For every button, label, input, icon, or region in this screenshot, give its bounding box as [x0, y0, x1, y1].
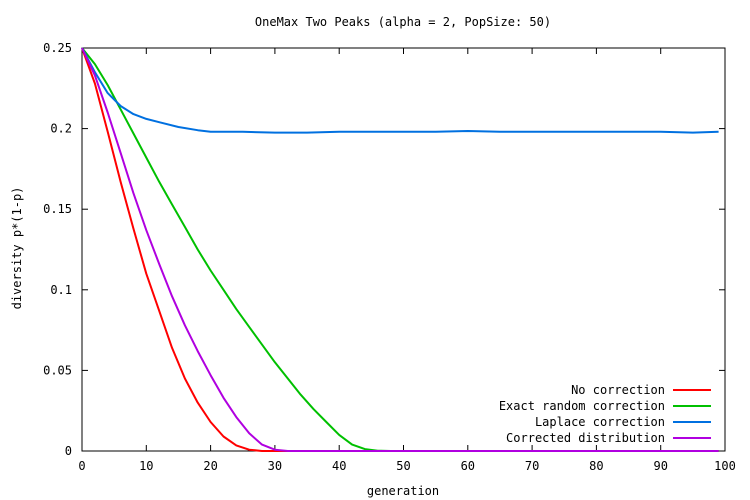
x-tick-label: 0 — [78, 459, 85, 473]
x-tick-label: 20 — [203, 459, 217, 473]
legend-label: Laplace correction — [535, 415, 665, 429]
x-tick-label: 10 — [139, 459, 153, 473]
x-axis-label: generation — [367, 484, 439, 498]
series-line-1 — [81, 47, 719, 452]
x-tick-label: 70 — [525, 459, 539, 473]
legend-label: Corrected distribution — [506, 431, 665, 445]
y-tick-label: 0.25 — [43, 41, 72, 55]
y-tick-label: 0 — [65, 444, 72, 458]
x-tick-label: 100 — [714, 459, 736, 473]
y-tick-label: 0.1 — [50, 283, 72, 297]
legend: No correction Exact random correction Lapl… — [499, 383, 711, 445]
legend-label: No correction — [571, 383, 665, 397]
series-line-0 — [81, 47, 719, 452]
y-axis-label: diversity p*(1-p) — [10, 187, 24, 310]
x-tick-label: 90 — [653, 459, 667, 473]
series-line-2 — [81, 47, 719, 134]
x-tick-label: 40 — [332, 459, 346, 473]
y-tick-label: 0.2 — [50, 122, 72, 136]
x-tick-label: 50 — [396, 459, 410, 473]
y-tick-label: 0.15 — [43, 202, 72, 216]
chart-title: OneMax Two Peaks (alpha = 2, PopSize: 50… — [255, 15, 551, 29]
legend-label: Exact random correction — [499, 399, 665, 413]
x-tick-label: 80 — [589, 459, 603, 473]
series-lines — [81, 47, 719, 452]
y-tick-label: 0.05 — [43, 363, 72, 377]
x-tick-label: 60 — [461, 459, 475, 473]
x-tick-label: 30 — [268, 459, 282, 473]
series-line-3 — [81, 47, 719, 452]
